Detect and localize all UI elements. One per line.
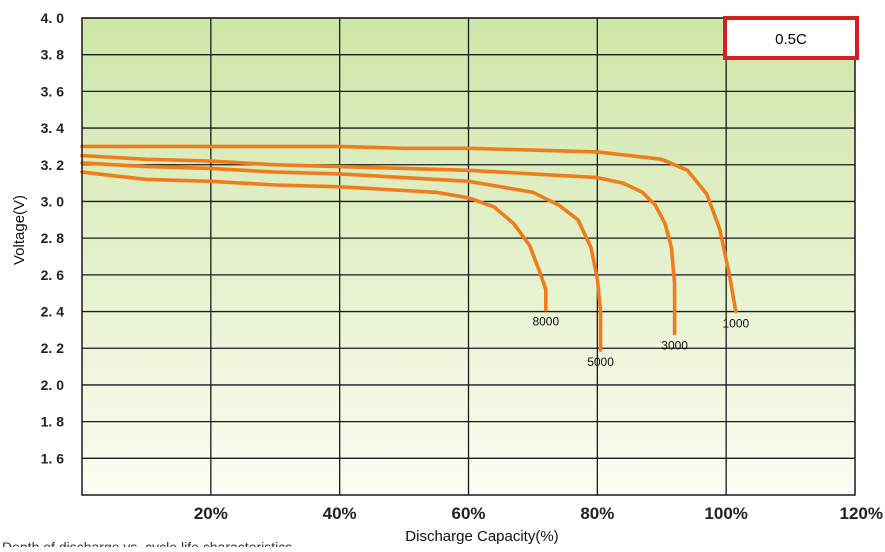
series-lines: [80, 144, 738, 352]
series-label-8000: 8000: [532, 315, 559, 329]
y-tick-label: 2. 4: [41, 304, 65, 320]
series-label-3000: 3000: [661, 339, 688, 353]
y-tick-label: 3. 6: [41, 83, 65, 99]
caption: Depth of discharge vs. cycle life charac…: [2, 539, 293, 547]
series-labels: 1000 3000 5000 8000: [532, 315, 749, 369]
x-tick-label: 100%: [704, 504, 747, 523]
series-line-8000: [80, 170, 548, 312]
tick-labels: 1. 6 1. 8 2. 0 2. 2 2. 4 2. 6 2. 8 3. 0 3. 2 3. 4…: [41, 10, 883, 523]
x-tick-label: 40%: [323, 504, 357, 523]
x-axis-title: Discharge Capacity(%): [405, 528, 558, 545]
x-tick-label: 20%: [194, 504, 228, 523]
series-line-5000: [80, 161, 603, 352]
plot-frame: [81, 17, 856, 496]
legend-frame: [723, 16, 859, 60]
y-tick-label: 1. 6: [41, 450, 65, 466]
series-line-1000: [80, 144, 738, 314]
grid: [82, 17, 855, 495]
series-label-1000: 1000: [722, 317, 749, 331]
y-axis-title: Voltage(V): [11, 195, 28, 265]
x-tick-label: 60%: [451, 504, 485, 523]
x-tick-label: 80%: [580, 504, 614, 523]
y-tick-label: 2. 8: [41, 230, 65, 246]
y-tick-label: 3. 0: [41, 193, 65, 209]
y-tick-label: 3. 2: [41, 157, 65, 173]
y-tick-label: 2. 2: [41, 340, 65, 356]
series-label-5000: 5000: [587, 355, 614, 369]
legend-label: 0.5C: [775, 31, 807, 48]
y-tick-label: 3. 8: [41, 47, 65, 63]
y-tick-label: 4. 0: [41, 10, 65, 26]
y-tick-label: 3. 4: [41, 120, 65, 136]
legend-box: 0.5C: [723, 16, 859, 60]
y-tick-label: 2. 6: [41, 267, 65, 283]
y-tick-label: 1. 8: [41, 414, 65, 430]
x-tick-label: 120%: [840, 504, 883, 523]
y-tick-label: 2. 0: [41, 377, 65, 393]
series-line-3000: [80, 153, 677, 336]
